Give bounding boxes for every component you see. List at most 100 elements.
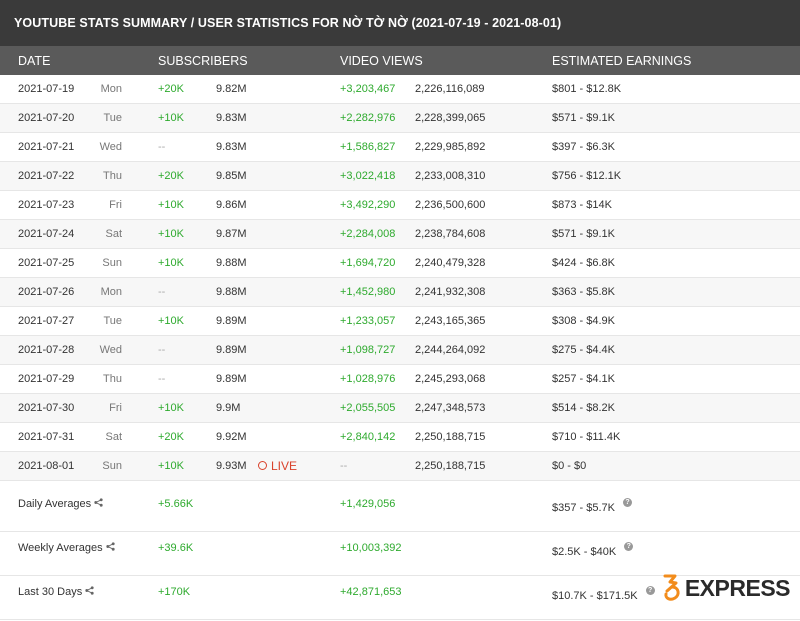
row-view-change: +1,452,980 bbox=[340, 286, 396, 298]
row-date: 2021-07-21 bbox=[18, 141, 75, 153]
row-weekday: Tue bbox=[103, 112, 122, 124]
row-view-change: +3,492,290 bbox=[340, 199, 396, 211]
row-date: 2021-07-25 bbox=[18, 257, 75, 269]
row-view-change: +1,694,720 bbox=[340, 257, 396, 269]
row-estimated-earnings: $873 - $14K bbox=[552, 199, 612, 211]
row-view-total: 2,226,116,089 bbox=[415, 83, 485, 95]
row-view-total: 2,229,985,892 bbox=[415, 141, 486, 153]
row-view-total: 2,241,932,308 bbox=[415, 286, 486, 298]
table-row: 2021-07-19 Mon +20K 9.82M +3,203,467 2,226,11… bbox=[0, 75, 800, 104]
column-header-subscribers: SUBSCRIBERS bbox=[158, 54, 248, 68]
table-row: 2021-07-30 Fri +10K 9.9M +2,055,505 2,247,348… bbox=[0, 394, 800, 423]
row-weekday: Mon bbox=[100, 286, 122, 298]
row-estimated-earnings: $424 - $6.8K bbox=[552, 257, 615, 269]
row-date: 2021-07-20 bbox=[18, 112, 75, 124]
row-date: 2021-07-29 bbox=[18, 373, 75, 385]
row-subscriber-change: +20K bbox=[158, 83, 184, 95]
table-row: 2021-07-27 Tue +10K 9.89M +1,233,057 2,243,16… bbox=[0, 307, 800, 336]
summary-label-text: Last 30 Days bbox=[18, 586, 83, 598]
column-header-earnings: ESTIMATED EARNINGS bbox=[552, 54, 692, 68]
row-view-change: +1,098,727 bbox=[340, 344, 396, 356]
row-subscriber-change: +10K bbox=[158, 257, 184, 269]
row-estimated-earnings: $363 - $5.8K bbox=[552, 286, 615, 298]
row-subscriber-change: -- bbox=[158, 373, 166, 385]
row-weekday: Sat bbox=[105, 228, 122, 240]
row-subscriber-total: 9.93M bbox=[216, 460, 247, 472]
row-subscriber-change: +10K bbox=[158, 315, 184, 327]
row-date: 2021-07-27 bbox=[18, 315, 75, 327]
row-subscriber-total: 9.85M bbox=[216, 170, 247, 182]
share-icon[interactable] bbox=[85, 586, 94, 598]
row-subscriber-total: 9.89M bbox=[216, 373, 247, 385]
row-view-total: 2,240,479,328 bbox=[415, 257, 486, 269]
share-icon[interactable] bbox=[105, 542, 115, 554]
table-row: 2021-07-28 Wed -- 9.89M +1,098,727 2,244,264,… bbox=[0, 336, 800, 365]
row-date: 2021-07-19 bbox=[18, 83, 75, 95]
row-weekday: Wed bbox=[99, 141, 122, 153]
row-estimated-earnings: $801 - $12.8K bbox=[552, 83, 622, 95]
row-estimated-earnings: $397 - $6.3K bbox=[552, 141, 615, 153]
row-view-change: +1,028,976 bbox=[340, 373, 396, 385]
row-date: 2021-07-28 bbox=[18, 344, 75, 356]
row-view-change: +1,233,057 bbox=[340, 315, 396, 327]
column-header-video-views: VIDEO VIEWS bbox=[340, 54, 423, 68]
help-icon[interactable]: ? bbox=[645, 586, 655, 595]
row-weekday: Wed bbox=[99, 344, 122, 356]
row-view-total: 2,228,399,065 bbox=[415, 112, 486, 124]
summary-label-text: Daily Averages bbox=[18, 498, 92, 510]
row-subscriber-total: 9.88M bbox=[216, 257, 247, 269]
row-date: 2021-08-01 bbox=[18, 460, 75, 472]
row-weekday: Sat bbox=[105, 431, 122, 443]
live-badge[interactable]: LIVE bbox=[258, 459, 297, 473]
row-estimated-earnings: $571 - $9.1K bbox=[552, 112, 615, 124]
row-subscriber-change: +10K bbox=[158, 228, 184, 240]
summary-view-value: +10,003,392 bbox=[340, 542, 402, 554]
row-subscriber-total: 9.83M bbox=[216, 112, 247, 124]
summary-subscriber-value: +170K bbox=[158, 586, 191, 598]
summary-view-value: +42,871,653 bbox=[340, 586, 402, 598]
summary-row: Weekly Averages +39.6K +10,003,392 $2.5K - … bbox=[0, 532, 800, 576]
row-view-change: +3,203,467 bbox=[340, 83, 396, 95]
row-subscriber-total: 9.89M bbox=[216, 344, 247, 356]
share-icon[interactable] bbox=[94, 498, 103, 510]
summary-label: Last 30 Days bbox=[18, 586, 94, 598]
row-subscriber-change: +10K bbox=[158, 199, 184, 211]
table-row: 2021-07-22 Thu +20K 9.85M +3,022,418 2,233,00… bbox=[0, 162, 800, 191]
summary-section: Daily Averages +5.66K +1,429,056 $357 - $5.… bbox=[0, 488, 800, 620]
summary-earnings-text: $357 - $5.7K bbox=[552, 502, 615, 514]
row-weekday: Thu bbox=[103, 170, 122, 182]
row-weekday: Fri bbox=[109, 402, 122, 414]
help-icon[interactable]: ? bbox=[623, 498, 632, 507]
row-subscriber-change: +10K bbox=[158, 112, 184, 124]
row-estimated-earnings: $514 - $8.2K bbox=[552, 402, 615, 414]
row-subscriber-total: 9.92M bbox=[216, 431, 247, 443]
table-row: 2021-07-20 Tue +10K 9.83M +2,282,976 2,228,39… bbox=[0, 104, 800, 133]
watermark-text: EXPRESS bbox=[684, 574, 791, 601]
row-view-total: 2,244,264,092 bbox=[415, 344, 486, 356]
row-date: 2021-07-30 bbox=[18, 402, 75, 414]
row-estimated-earnings: $308 - $4.9K bbox=[552, 315, 615, 327]
live-clock-icon bbox=[258, 461, 267, 470]
row-subscriber-total: 9.88M bbox=[216, 286, 247, 298]
summary-label: Daily Averages bbox=[18, 498, 103, 510]
row-view-change: +1,586,827 bbox=[340, 141, 396, 153]
row-subscriber-total: 9.89M bbox=[216, 315, 247, 327]
summary-subscriber-value: +5.66K bbox=[158, 498, 194, 510]
row-subscriber-total: 9.87M bbox=[216, 228, 247, 240]
table-row: 2021-07-25 Sun +10K 9.88M +1,694,720 2,240,47… bbox=[0, 249, 800, 278]
row-subscriber-total: 9.9M bbox=[216, 402, 241, 414]
row-date: 2021-07-31 bbox=[18, 431, 75, 443]
row-subscriber-change: +10K bbox=[158, 460, 184, 472]
row-view-total: 2,247,348,573 bbox=[415, 402, 486, 414]
title-bar: YOUTUBE STATS SUMMARY / USER STATISTICS … bbox=[0, 0, 800, 46]
row-estimated-earnings: $257 - $4.1K bbox=[552, 373, 615, 385]
row-weekday: Sun bbox=[102, 257, 122, 269]
row-view-total: 2,245,293,068 bbox=[415, 373, 486, 385]
help-icon[interactable]: ? bbox=[624, 542, 634, 551]
row-estimated-earnings: $756 - $12.1K bbox=[552, 170, 622, 182]
row-subscriber-change: -- bbox=[158, 141, 166, 153]
table-row: 2021-07-24 Sat +10K 9.87M +2,284,008 2,238,78… bbox=[0, 220, 800, 249]
row-view-total: 2,250,188,715 bbox=[415, 460, 486, 472]
row-weekday: Thu bbox=[103, 373, 122, 385]
summary-earnings-value: $2.5K - $40K? bbox=[552, 542, 634, 558]
